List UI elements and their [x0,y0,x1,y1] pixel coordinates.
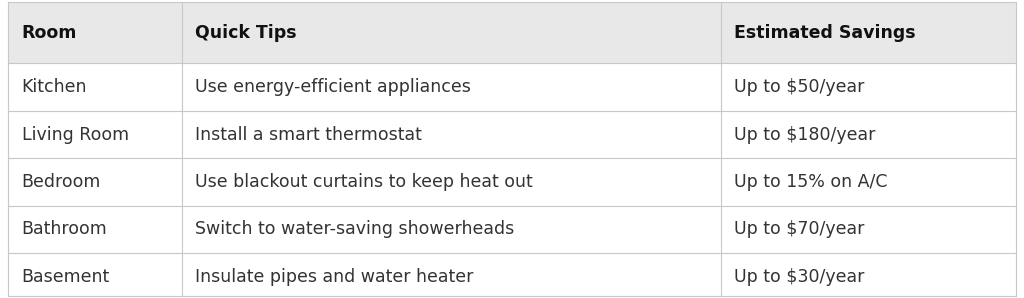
Bar [181,63,721,111]
Bar [721,158,1016,206]
Bar [721,111,1016,158]
Text: Quick Tips: Quick Tips [195,24,296,42]
Text: Estimated Savings: Estimated Savings [734,24,915,42]
Text: Up to $70/year: Up to $70/year [734,220,864,238]
Bar [181,2,721,63]
Text: Use energy-efficient appliances: Use energy-efficient appliances [195,78,471,96]
Bar [721,253,1016,298]
Text: Switch to water-saving showerheads: Switch to water-saving showerheads [195,220,514,238]
Text: Basement: Basement [22,268,110,286]
Bar [8,158,181,206]
Bar [181,158,721,206]
Bar [721,206,1016,253]
Bar [8,111,181,158]
Text: Up to $180/year: Up to $180/year [734,125,876,144]
Bar [181,111,721,158]
Text: Living Room: Living Room [22,125,129,144]
Bar [8,63,181,111]
Text: Up to $50/year: Up to $50/year [734,78,864,96]
Text: Bathroom: Bathroom [22,220,108,238]
Text: Kitchen: Kitchen [22,78,87,96]
Text: Install a smart thermostat: Install a smart thermostat [195,125,422,144]
Bar [721,63,1016,111]
Text: Insulate pipes and water heater: Insulate pipes and water heater [195,268,473,286]
Bar [181,253,721,298]
Text: Use blackout curtains to keep heat out: Use blackout curtains to keep heat out [195,173,532,191]
Bar [8,253,181,298]
Bar [8,2,181,63]
Text: Bedroom: Bedroom [22,173,101,191]
Text: Up to $30/year: Up to $30/year [734,268,864,286]
Bar [181,206,721,253]
Text: Room: Room [22,24,77,42]
Text: Up to 15% on A/C: Up to 15% on A/C [734,173,888,191]
Bar [721,2,1016,63]
Bar [8,206,181,253]
